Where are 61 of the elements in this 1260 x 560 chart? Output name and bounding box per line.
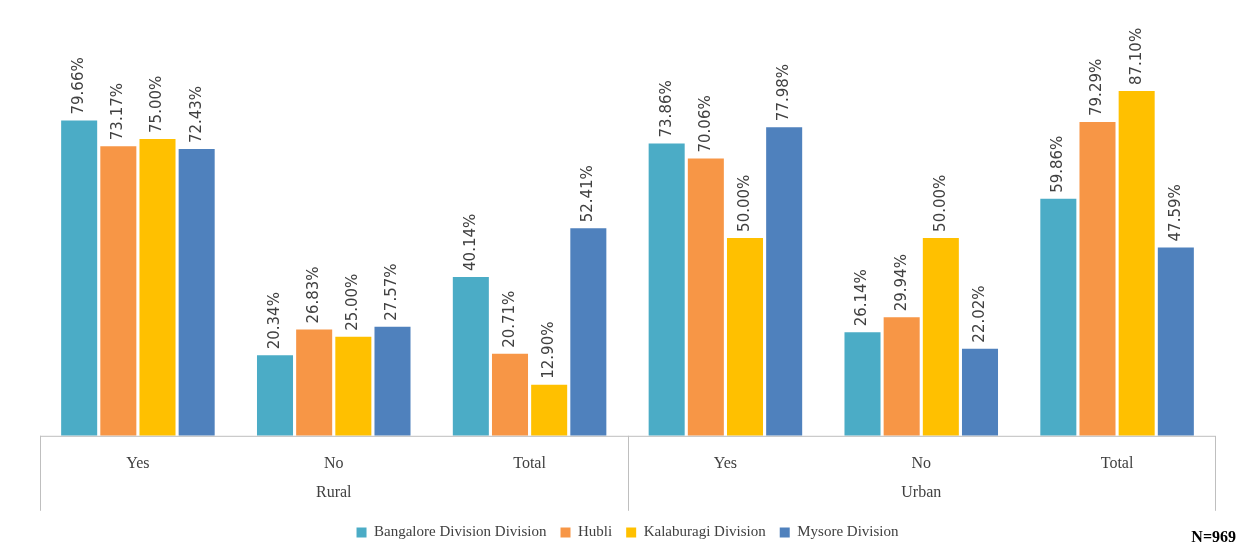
bar bbox=[1118, 91, 1155, 436]
bar bbox=[296, 329, 333, 436]
bar bbox=[256, 355, 294, 436]
data-label: 40.14% bbox=[460, 213, 479, 271]
bar bbox=[452, 276, 489, 436]
bar bbox=[844, 332, 881, 436]
bar bbox=[100, 146, 137, 436]
x-tick-label: Yes bbox=[126, 453, 150, 471]
bar bbox=[570, 228, 607, 436]
bar bbox=[883, 317, 920, 436]
data-label: 20.71% bbox=[499, 290, 518, 348]
x-tick-label: No bbox=[323, 453, 344, 471]
data-label: 87.10% bbox=[1126, 27, 1145, 86]
data-label: 77.98% bbox=[774, 63, 793, 122]
bar bbox=[766, 127, 803, 436]
data-label: 20.34% bbox=[264, 292, 283, 350]
data-label: 27.57% bbox=[382, 263, 401, 321]
data-label: 73.86% bbox=[656, 80, 675, 138]
text: Rural bbox=[315, 483, 353, 500]
bar bbox=[1157, 247, 1194, 436]
bar bbox=[961, 348, 999, 436]
bar bbox=[648, 143, 685, 436]
data-label: 75.00% bbox=[147, 75, 166, 133]
data-label: 70.06% bbox=[695, 95, 714, 153]
data-label: 72.43% bbox=[186, 85, 205, 144]
data-label: 73.17% bbox=[108, 82, 127, 141]
bar bbox=[1079, 121, 1116, 436]
legend-label: Bangalore Division Division bbox=[374, 523, 547, 540]
legend-label: Kalaburagi Division bbox=[643, 523, 767, 540]
data-label: 50.00% bbox=[930, 174, 949, 232]
data-label: 26.14% bbox=[852, 269, 871, 327]
text: Urban bbox=[901, 483, 942, 500]
x-tick-label: No bbox=[911, 453, 932, 471]
data-label: 52.41% bbox=[578, 165, 597, 223]
bar bbox=[491, 353, 529, 436]
bar bbox=[726, 237, 764, 436]
data-label: 79.66% bbox=[69, 57, 88, 115]
bar bbox=[922, 237, 959, 436]
x-tick-label: Total bbox=[513, 453, 547, 471]
data-label: 79.29% bbox=[1087, 58, 1106, 116]
x-tick-label: Total bbox=[1100, 453, 1134, 471]
data-label: 22.02% bbox=[969, 285, 988, 343]
bar bbox=[139, 138, 176, 436]
bar bbox=[374, 326, 411, 436]
bar bbox=[178, 149, 215, 436]
data-label: 50.00% bbox=[734, 174, 753, 232]
data-label: 26.83% bbox=[304, 266, 323, 324]
bar bbox=[687, 158, 724, 436]
data-label: 12.90% bbox=[539, 321, 558, 379]
bar bbox=[335, 336, 372, 436]
bar bbox=[1040, 198, 1077, 436]
legend-label: Mysore Division bbox=[797, 523, 899, 540]
text: N=969 bbox=[1191, 528, 1236, 546]
bar bbox=[61, 120, 98, 436]
data-label: 47.59% bbox=[1165, 184, 1184, 242]
legend-label: Hubli bbox=[578, 523, 613, 540]
data-label: 59.86% bbox=[1048, 135, 1067, 193]
data-label: 29.94% bbox=[891, 254, 910, 312]
x-tick-label: Yes bbox=[713, 453, 738, 471]
bar bbox=[531, 384, 568, 436]
data-label: 25.00% bbox=[343, 273, 362, 331]
